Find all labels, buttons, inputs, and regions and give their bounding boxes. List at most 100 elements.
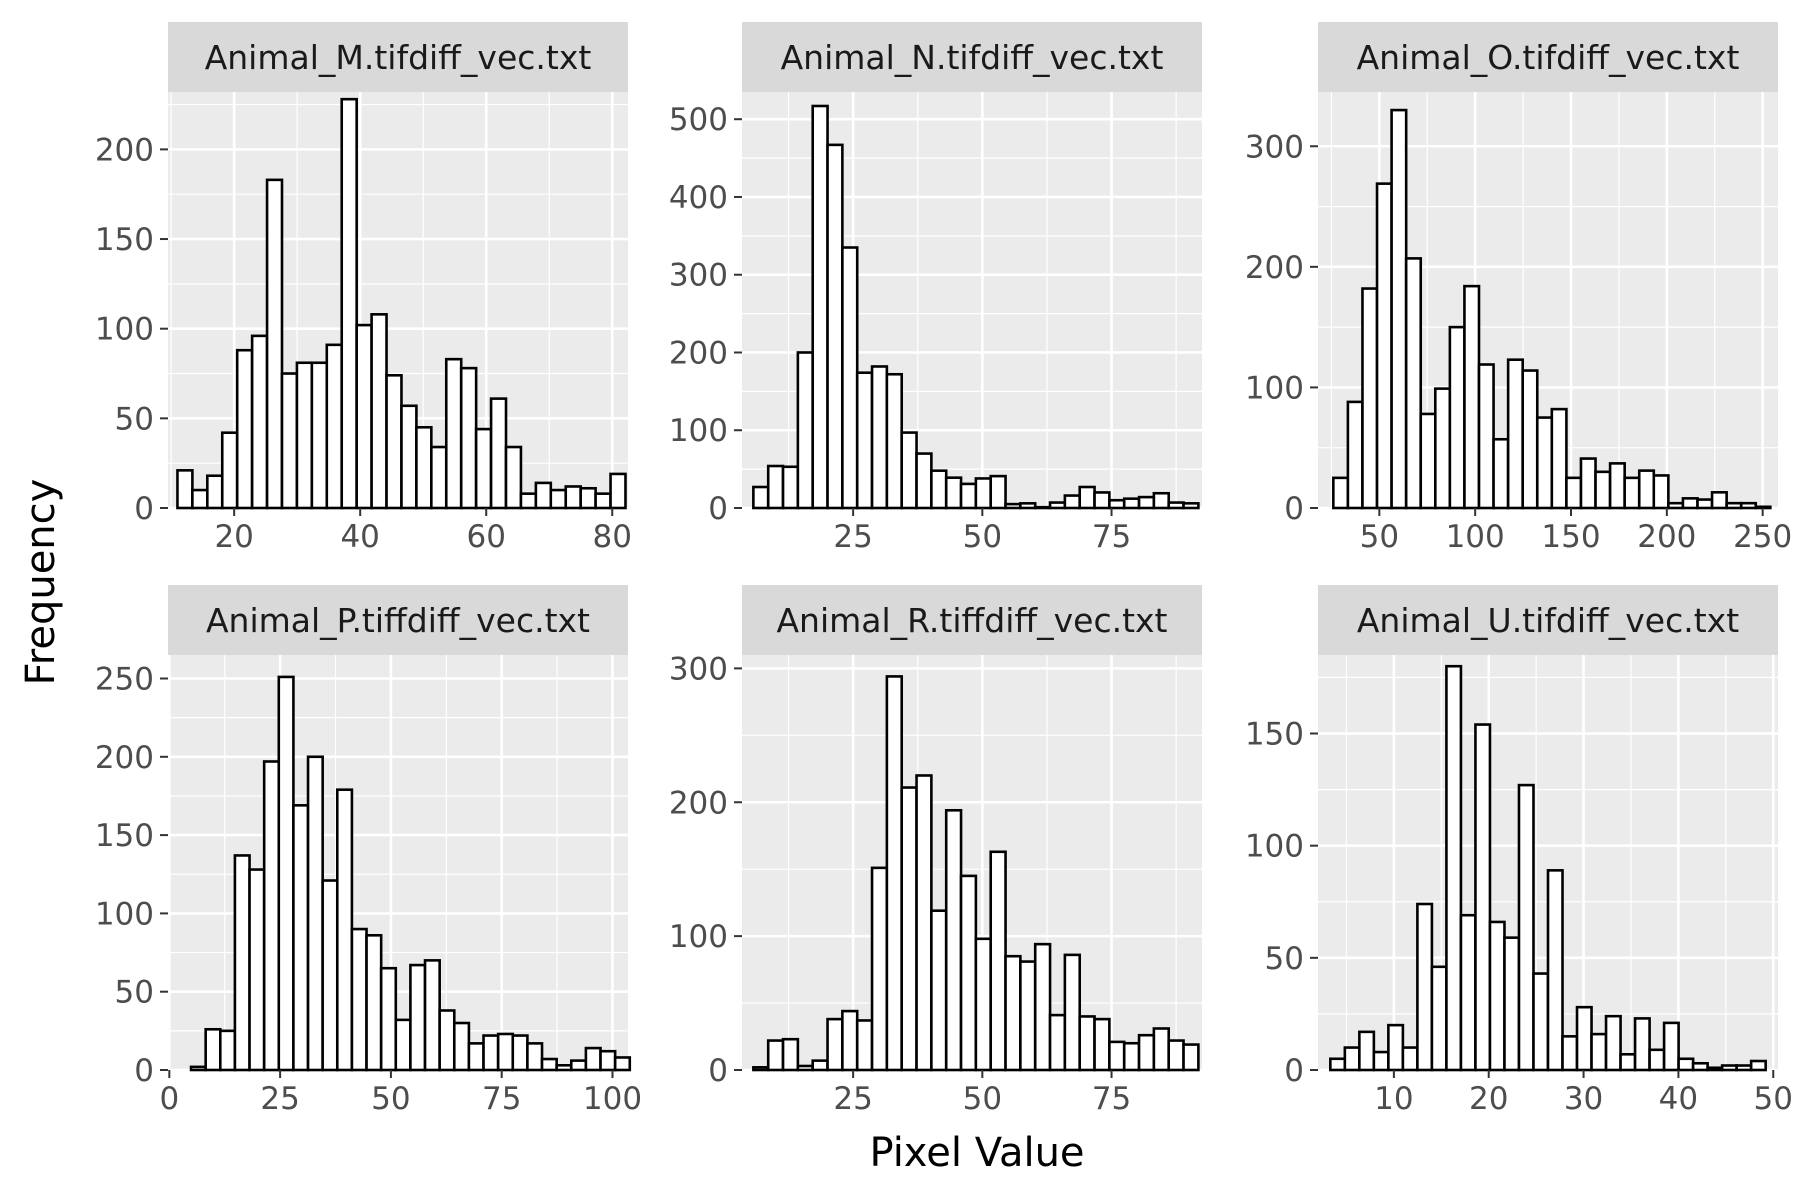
histogram-bar [944, 808, 963, 1072]
histogram-bar [1710, 491, 1728, 510]
histogram-bar [900, 786, 918, 1072]
histogram-bar [400, 404, 418, 510]
histogram-bar [1137, 1033, 1156, 1072]
x-tick-label: 0 [159, 1081, 179, 1117]
histogram-bar [1667, 501, 1685, 510]
histogram-bar [452, 1021, 471, 1072]
histogram-bar [423, 959, 441, 1072]
histogram-bar [811, 1059, 829, 1072]
histogram-bar [365, 934, 383, 1072]
histogram-bar [1532, 972, 1550, 1072]
y-tick-label: 150 [95, 222, 154, 258]
histogram-bar [974, 477, 993, 510]
histogram-bar [189, 1065, 207, 1072]
histogram-bar [870, 365, 889, 510]
x-tick-label: 250 [1733, 519, 1792, 555]
histogram-bar [511, 1034, 529, 1072]
y-tick-label: 500 [669, 102, 728, 138]
histogram-bar [1579, 457, 1597, 510]
histogram-bar [1546, 869, 1564, 1072]
histogram-bar [885, 372, 904, 510]
histogram-bars [189, 675, 632, 1072]
histogram-bar [310, 361, 329, 510]
y-tick-label: 0 [134, 1053, 154, 1089]
histogram-bar [233, 854, 251, 1072]
histogram-bar [1063, 953, 1082, 1072]
histogram-bar [250, 334, 269, 510]
histogram-bar [989, 474, 1007, 510]
y-tick-label: 300 [669, 258, 728, 294]
histogram-bar [1720, 1064, 1738, 1072]
histogram-bar [1637, 469, 1656, 510]
histogram-bar [1419, 412, 1437, 510]
histogram-bar [549, 488, 568, 510]
histogram-bar [1108, 498, 1126, 510]
y-axis-title: Frequency [18, 479, 64, 686]
histogram-bar [594, 492, 612, 510]
x-tick-label: 200 [1637, 519, 1696, 555]
histogram-bar [1361, 287, 1379, 510]
histogram-bar [1019, 502, 1037, 510]
facet-panel: Animal_N.tifdiff_vec.txt 0 100 200 300 400 500… [669, 22, 1202, 555]
histogram-bar [321, 879, 339, 1072]
histogram-bar [379, 966, 398, 1072]
histogram-bar [1182, 1043, 1200, 1072]
histogram-bar [1503, 936, 1521, 1072]
y-tick-label: 0 [1284, 1053, 1304, 1089]
histogram-bar [1167, 1039, 1185, 1072]
histogram-bar [355, 323, 373, 510]
facet-panel: Animal_R.tiffdiff_vec.txt 0 100 200 300 25 50 7… [669, 585, 1202, 1117]
histogram-bar [438, 1009, 456, 1072]
y-tick-label: 200 [669, 335, 728, 371]
histogram-bar [1535, 416, 1554, 510]
x-tick-label: 20 [214, 519, 253, 555]
x-tick-label: 100 [1446, 519, 1505, 555]
histogram-bar [1459, 913, 1477, 1072]
histogram-bar [534, 481, 553, 510]
histogram-bar [248, 868, 266, 1072]
histogram-bar [467, 1042, 485, 1072]
histogram-bar [1633, 1017, 1651, 1072]
histogram-bar [444, 357, 463, 510]
histogram-bars [1332, 108, 1772, 510]
histogram-bar [335, 788, 354, 1072]
histogram-bar [325, 343, 344, 510]
axis-ticks: 0 100 200 300 50 100 150 200 250 [1245, 129, 1792, 555]
y-tick-label: 200 [669, 785, 728, 821]
y-tick-label: 50 [115, 975, 154, 1011]
histogram-bar [841, 1009, 859, 1072]
y-tick-label: 200 [95, 132, 154, 168]
x-tick-label: 75 [1092, 1081, 1131, 1117]
histogram-bar [841, 246, 859, 510]
y-tick-label: 150 [1245, 717, 1304, 753]
histogram-bar [1033, 942, 1052, 1072]
histogram-bar [1604, 1014, 1622, 1072]
histogram-bar [1521, 369, 1539, 510]
histogram-bar [1387, 1023, 1405, 1072]
histogram-bars [752, 675, 1200, 1072]
x-tick-label: 40 [340, 519, 379, 555]
x-tick-label: 50 [1754, 1081, 1793, 1117]
facet-strip [1318, 585, 1778, 655]
histogram-bar [220, 431, 239, 510]
y-tick-label: 0 [708, 1053, 728, 1089]
facet-strip [168, 585, 628, 655]
histogram-bar [1749, 1059, 1767, 1072]
histogram-bar [915, 452, 933, 510]
histogram-bar [1677, 1057, 1695, 1072]
x-tick-label: 60 [466, 519, 505, 555]
histogram-bar [1078, 485, 1096, 510]
histogram-bar [752, 485, 770, 510]
x-tick-label: 20 [1469, 1081, 1508, 1117]
y-tick-label: 100 [669, 413, 728, 449]
histogram-bar [989, 850, 1007, 1072]
histogram-bar [262, 760, 281, 1072]
histogram-bar [1735, 1064, 1753, 1072]
y-tick-label: 0 [134, 491, 154, 527]
histogram-bar [340, 97, 358, 510]
y-tick-label: 200 [95, 740, 154, 776]
histogram-bar [930, 469, 948, 510]
facet-panel: Animal_O.tifdiff_vec.txt 0 100 200 300 50 100 1… [1245, 22, 1792, 555]
